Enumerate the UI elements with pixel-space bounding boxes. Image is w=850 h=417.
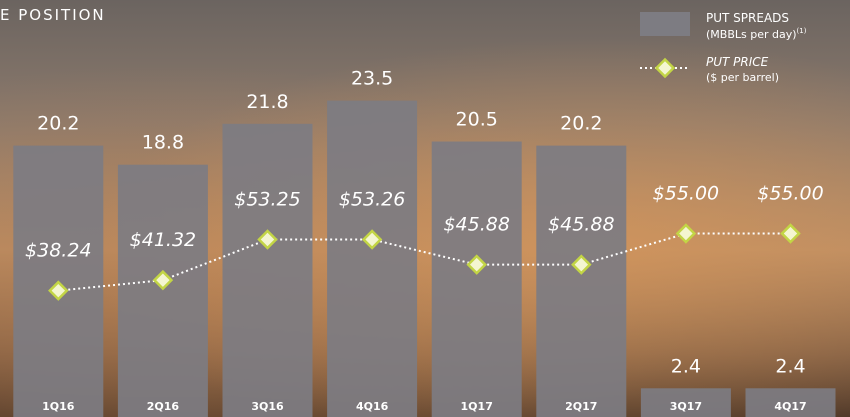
price-label: $55.00 bbox=[757, 183, 823, 205]
x-tick-label: 4Q17 bbox=[774, 400, 806, 413]
x-tick-label: 1Q16 bbox=[42, 400, 75, 413]
x-tick-label: 1Q17 bbox=[461, 400, 493, 413]
price-marker bbox=[677, 225, 694, 242]
legend-swatch bbox=[640, 12, 690, 36]
legend-unit-text: (MBBLs per day) bbox=[706, 28, 797, 41]
price-label: $41.32 bbox=[130, 229, 196, 251]
bar-value-label: 20.2 bbox=[37, 113, 79, 135]
price-label: $38.24 bbox=[25, 240, 91, 262]
bar-value-label: 2.4 bbox=[775, 355, 805, 377]
x-tick-label: 3Q16 bbox=[251, 400, 284, 413]
bar bbox=[223, 124, 313, 417]
price-label: $45.88 bbox=[548, 214, 614, 236]
chart: 20.2 1Q16 18.8 2Q16 21.8 3Q16 23.5 4Q16 20.5 1Q17… bbox=[0, 0, 850, 417]
bar-value-label: 20.2 bbox=[560, 113, 602, 135]
price-label: $55.00 bbox=[653, 183, 719, 205]
price-label: $45.88 bbox=[443, 214, 509, 236]
bar-value-label: 21.8 bbox=[246, 91, 288, 113]
bar bbox=[432, 142, 522, 417]
bar-value-label: 18.8 bbox=[142, 132, 184, 154]
bar bbox=[118, 165, 208, 417]
x-tick-label: 2Q17 bbox=[565, 400, 597, 413]
price-label: $53.25 bbox=[234, 189, 300, 211]
slide: 20.2 1Q16 18.8 2Q16 21.8 3Q16 23.5 4Q16 20.5 1Q17… bbox=[0, 0, 850, 417]
legend-label: PUT SPREADS bbox=[706, 11, 789, 25]
legend-label: PUT PRICE bbox=[706, 55, 769, 69]
bar-value-label: 23.5 bbox=[351, 68, 393, 90]
bar bbox=[327, 101, 417, 417]
chart-title: E POSITION bbox=[0, 6, 106, 24]
price-marker bbox=[782, 225, 799, 242]
x-tick-label: 2Q16 bbox=[147, 400, 180, 413]
legend-unit: (MBBLs per day)(1) bbox=[706, 27, 807, 41]
legend-note: (1) bbox=[797, 27, 807, 35]
x-tick-label: 4Q16 bbox=[356, 400, 389, 413]
bar bbox=[536, 146, 626, 417]
x-tick-label: 3Q17 bbox=[670, 400, 702, 413]
legend-marker bbox=[657, 60, 674, 77]
price-label: $53.26 bbox=[339, 188, 405, 210]
bar-value-label: 20.5 bbox=[456, 109, 498, 131]
bar-value-label: 2.4 bbox=[671, 355, 701, 377]
legend-unit: ($ per barrel) bbox=[706, 71, 779, 84]
